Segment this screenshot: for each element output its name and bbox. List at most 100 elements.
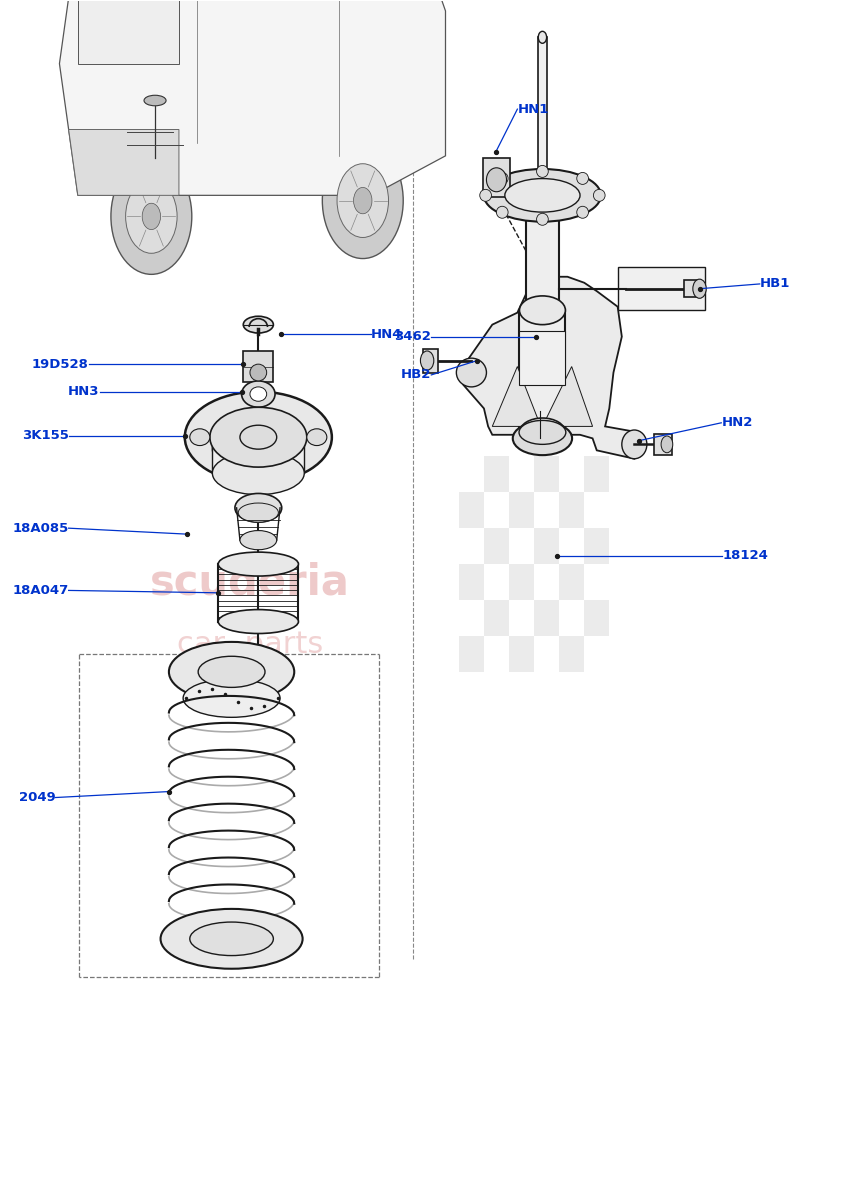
Polygon shape (60, 0, 445, 196)
FancyBboxPatch shape (584, 456, 608, 492)
Circle shape (322, 143, 403, 258)
Text: HN4: HN4 (371, 328, 402, 341)
Circle shape (337, 163, 388, 238)
Circle shape (111, 158, 192, 275)
Ellipse shape (198, 656, 265, 688)
Ellipse shape (238, 503, 278, 522)
Ellipse shape (212, 422, 304, 475)
FancyBboxPatch shape (423, 348, 437, 372)
Polygon shape (463, 277, 638, 458)
FancyBboxPatch shape (212, 443, 304, 473)
FancyBboxPatch shape (559, 636, 584, 672)
Ellipse shape (621, 430, 646, 458)
Ellipse shape (144, 95, 166, 106)
Ellipse shape (518, 420, 565, 444)
Ellipse shape (504, 179, 579, 212)
Ellipse shape (496, 206, 508, 218)
Text: 18A047: 18A047 (13, 584, 68, 596)
Text: 18A085: 18A085 (13, 522, 68, 535)
Ellipse shape (486, 168, 506, 192)
Circle shape (125, 180, 177, 253)
Text: car  parts: car parts (176, 630, 323, 659)
Ellipse shape (420, 350, 434, 370)
Ellipse shape (218, 552, 298, 576)
FancyBboxPatch shape (653, 433, 671, 455)
Text: HN1: HN1 (517, 103, 548, 115)
Ellipse shape (496, 173, 508, 185)
FancyBboxPatch shape (533, 456, 559, 492)
FancyBboxPatch shape (483, 456, 509, 492)
Text: 18124: 18124 (722, 550, 767, 563)
Ellipse shape (210, 407, 307, 467)
Ellipse shape (576, 206, 588, 218)
Ellipse shape (538, 31, 546, 43)
FancyBboxPatch shape (533, 528, 559, 564)
Polygon shape (542, 366, 592, 426)
FancyBboxPatch shape (458, 564, 483, 600)
Ellipse shape (218, 610, 298, 634)
Ellipse shape (169, 642, 294, 702)
Circle shape (142, 203, 160, 229)
Ellipse shape (239, 425, 276, 449)
FancyBboxPatch shape (509, 636, 533, 672)
Text: HB2: HB2 (400, 368, 431, 382)
Ellipse shape (234, 493, 281, 522)
Text: HB1: HB1 (759, 277, 789, 290)
Text: 19D528: 19D528 (32, 358, 89, 371)
FancyBboxPatch shape (584, 528, 608, 564)
Ellipse shape (250, 386, 267, 401)
FancyBboxPatch shape (525, 205, 559, 313)
Circle shape (354, 187, 371, 214)
Text: 3K155: 3K155 (22, 430, 68, 443)
FancyBboxPatch shape (509, 492, 533, 528)
FancyBboxPatch shape (458, 636, 483, 672)
Polygon shape (68, 130, 179, 196)
FancyBboxPatch shape (518, 331, 564, 384)
FancyBboxPatch shape (482, 158, 509, 197)
Ellipse shape (512, 421, 572, 455)
FancyBboxPatch shape (509, 564, 533, 600)
Ellipse shape (593, 190, 604, 202)
FancyBboxPatch shape (483, 600, 509, 636)
Polygon shape (617, 268, 705, 311)
FancyBboxPatch shape (533, 600, 559, 636)
FancyBboxPatch shape (559, 492, 584, 528)
Ellipse shape (241, 380, 274, 407)
Ellipse shape (185, 391, 331, 482)
FancyBboxPatch shape (584, 600, 608, 636)
Ellipse shape (525, 194, 559, 216)
Ellipse shape (190, 922, 273, 955)
Ellipse shape (307, 428, 326, 445)
Ellipse shape (183, 679, 279, 718)
Ellipse shape (519, 296, 565, 325)
FancyBboxPatch shape (243, 350, 273, 382)
Text: scuderia: scuderia (150, 562, 349, 604)
Ellipse shape (660, 436, 672, 452)
Ellipse shape (239, 530, 276, 550)
Text: HN2: HN2 (721, 416, 751, 430)
Ellipse shape (519, 418, 565, 446)
Ellipse shape (456, 358, 486, 386)
FancyBboxPatch shape (519, 311, 565, 432)
FancyBboxPatch shape (683, 281, 699, 298)
Ellipse shape (536, 166, 548, 178)
Ellipse shape (190, 428, 210, 445)
Ellipse shape (576, 173, 588, 185)
Ellipse shape (525, 302, 559, 324)
Ellipse shape (243, 317, 273, 334)
Ellipse shape (479, 190, 491, 202)
FancyBboxPatch shape (483, 528, 509, 564)
Ellipse shape (160, 908, 302, 968)
Ellipse shape (483, 169, 600, 222)
Text: HN3: HN3 (68, 385, 100, 398)
Ellipse shape (692, 280, 705, 299)
Polygon shape (78, 0, 179, 64)
Ellipse shape (536, 214, 548, 226)
FancyBboxPatch shape (458, 492, 483, 528)
FancyBboxPatch shape (559, 564, 584, 600)
FancyBboxPatch shape (538, 37, 546, 205)
Text: 2049: 2049 (19, 791, 55, 804)
Ellipse shape (250, 364, 267, 380)
Text: 3462: 3462 (394, 330, 431, 343)
Polygon shape (492, 366, 540, 426)
